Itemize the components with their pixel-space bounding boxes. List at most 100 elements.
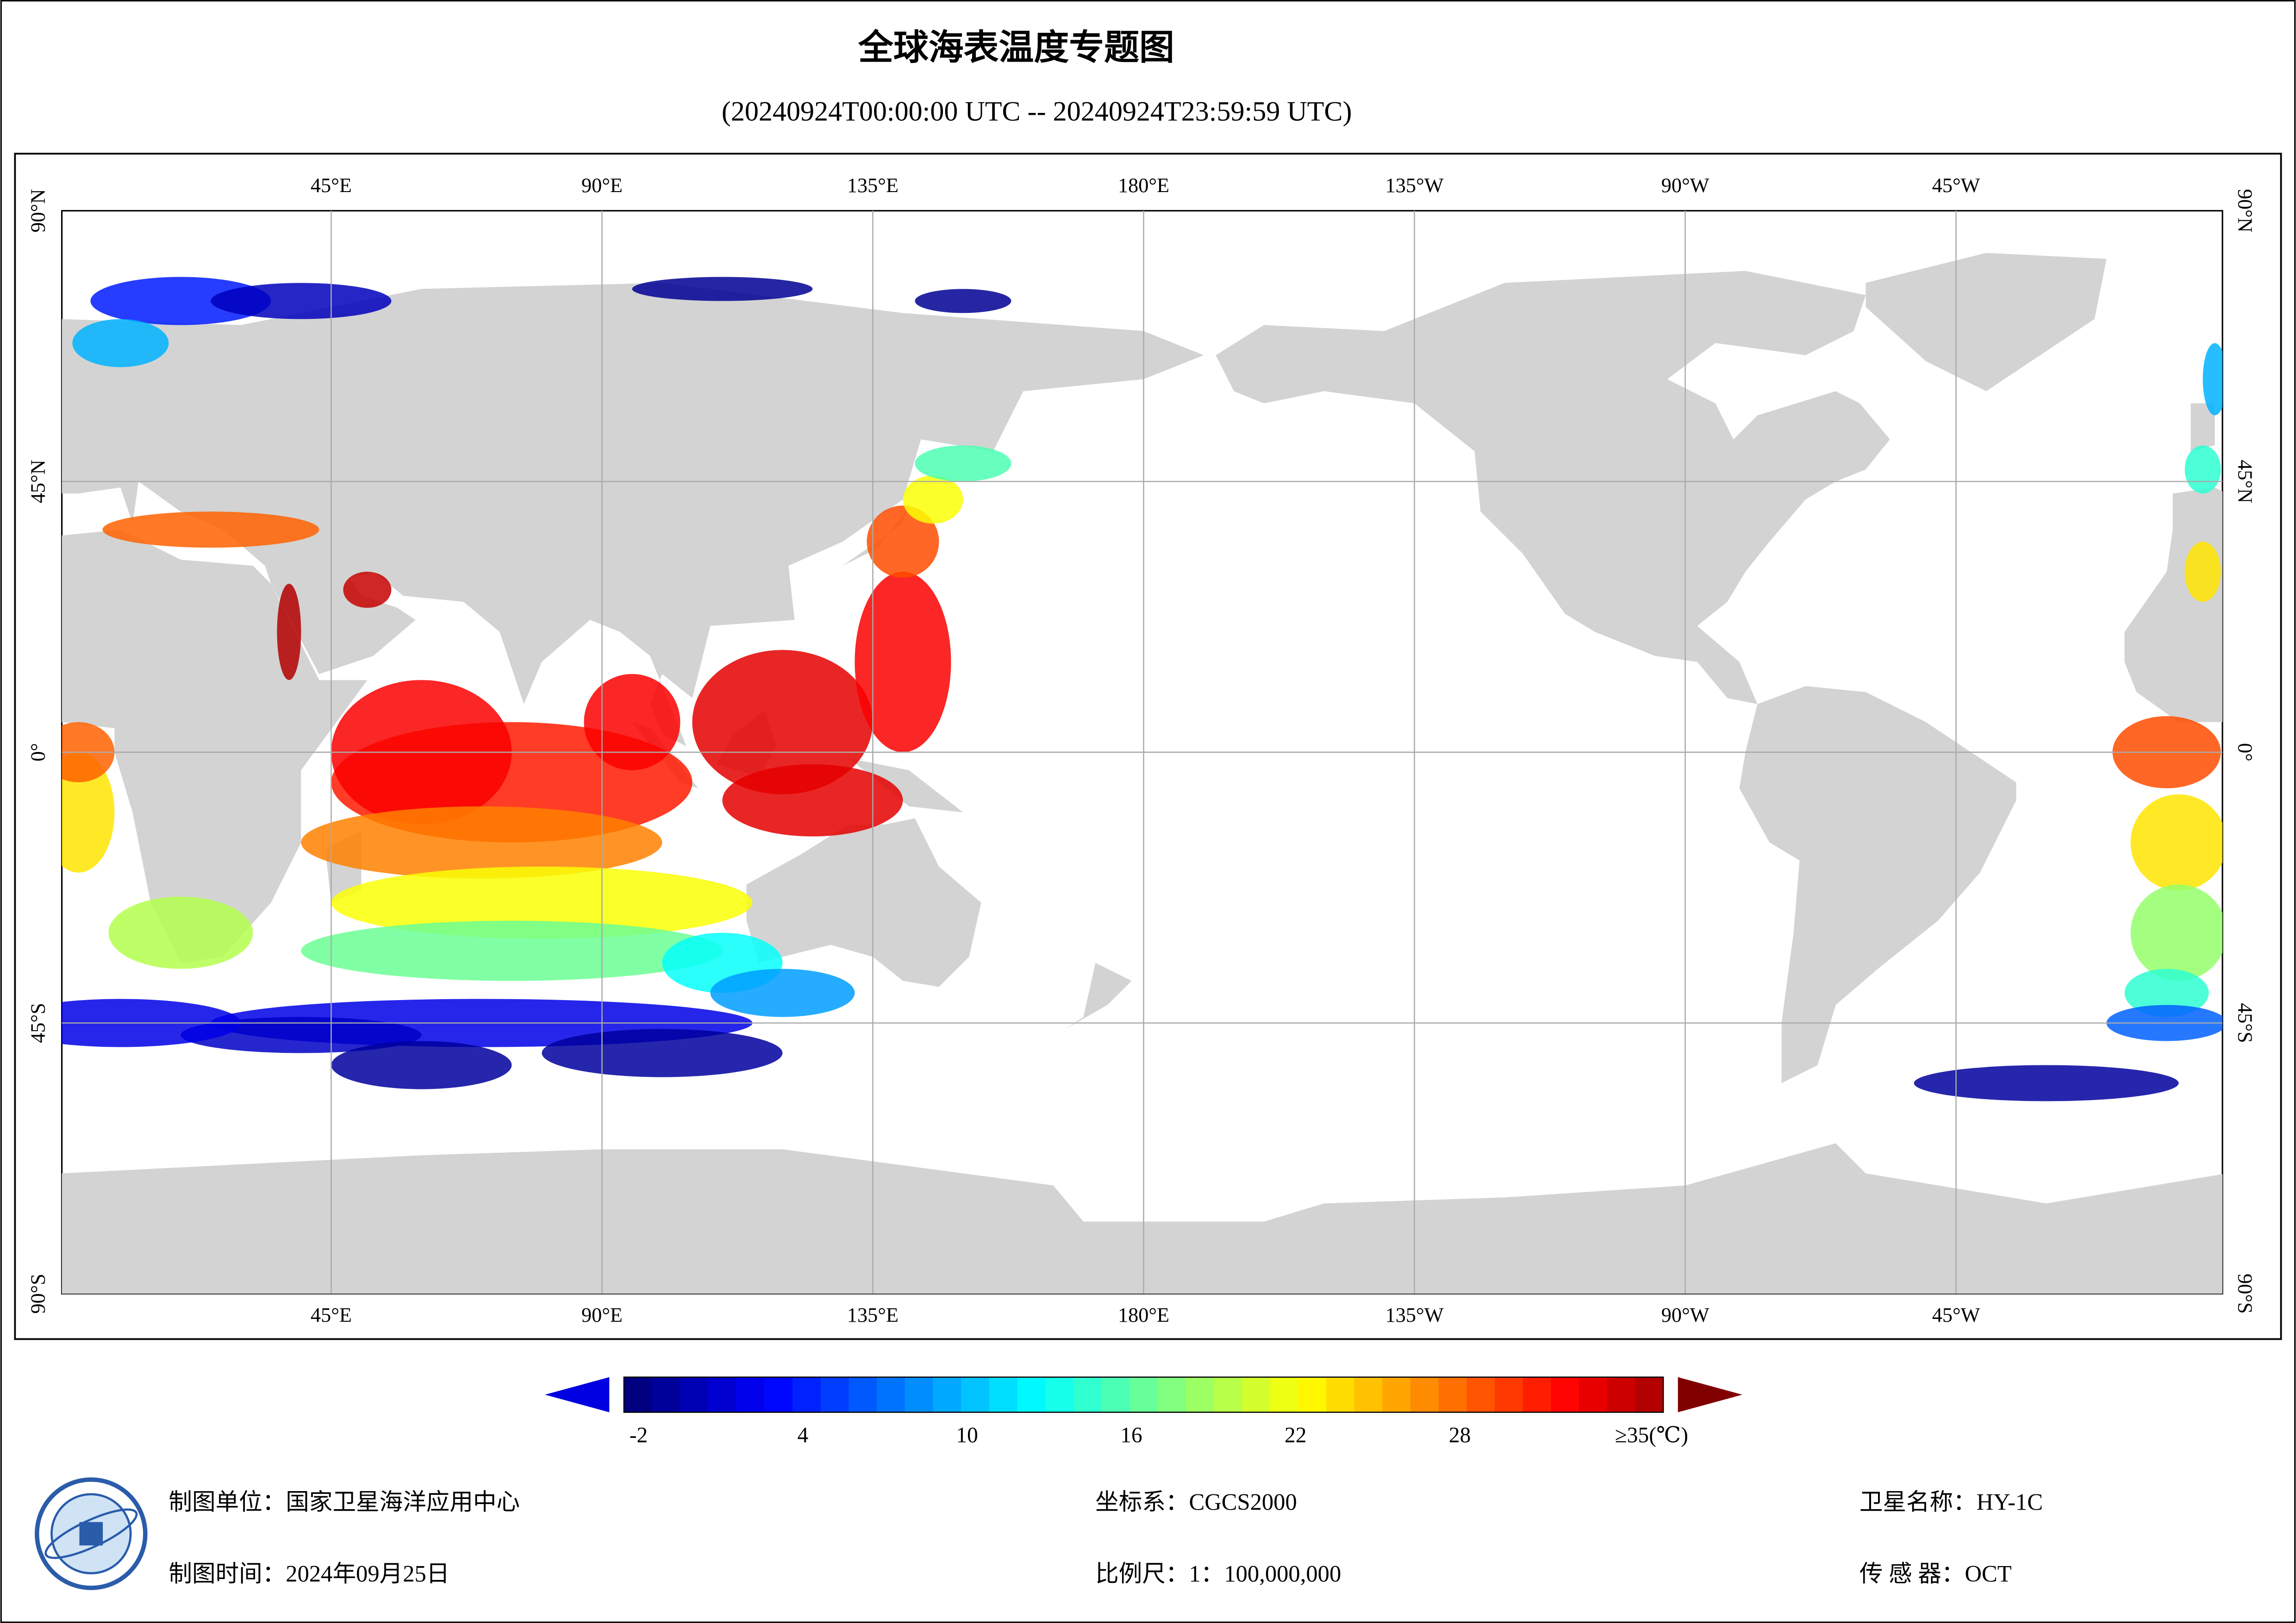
lon-label: 45°E	[311, 1304, 352, 1326]
lat-label: 45°N	[2234, 460, 2256, 503]
colorbar-step	[1382, 1377, 1411, 1412]
sst-patch	[915, 445, 1011, 482]
colorbar-tick-label: 10	[956, 1423, 978, 1447]
sst-patch	[722, 764, 903, 837]
colorbar-step	[1522, 1377, 1552, 1412]
colorbar-step	[1298, 1377, 1327, 1412]
lon-label: 135°E	[847, 174, 898, 197]
lon-label: 45°E	[311, 174, 352, 197]
colorbar-step	[1242, 1377, 1271, 1412]
lat-label: 90°N	[26, 189, 49, 232]
subtitle: (20240924T00:00:00 UTC -- 20240924T23:59…	[722, 95, 1352, 126]
lon-label: 135°E	[847, 1304, 898, 1326]
colorbar-tick-label: 4	[797, 1423, 808, 1447]
sst-patch	[301, 920, 723, 981]
colorbar-step	[1101, 1377, 1130, 1412]
sst-patch	[710, 969, 855, 1017]
lon-label: 90°W	[1661, 174, 1710, 197]
lon-label: 180°E	[1118, 174, 1169, 197]
footer-scale: 比例尺：1：100,000,000	[1095, 1561, 1341, 1586]
lon-label: 180°E	[1118, 1304, 1169, 1326]
colorbar-step	[1607, 1377, 1636, 1412]
sst-patch	[855, 572, 951, 752]
sst-patch	[211, 283, 392, 319]
colorbar-low-arrow	[545, 1377, 610, 1412]
colorbar-step	[1466, 1377, 1495, 1412]
colorbar-step	[1214, 1377, 1242, 1412]
map-frame	[14, 153, 2282, 1340]
colorbar-step	[1045, 1377, 1074, 1412]
sst-patch	[2184, 445, 2221, 494]
sst-patch	[343, 572, 392, 608]
logo	[35, 1477, 148, 1590]
sst-patch	[90, 277, 271, 325]
footer-unit: 制图单位：国家卫星海洋应用中心	[168, 1489, 520, 1515]
colorbar-step	[933, 1377, 962, 1412]
land-britain	[2190, 403, 2215, 452]
land-nz	[1065, 963, 1132, 1029]
footer-crs: 坐标系：CGCS2000	[1095, 1489, 1297, 1515]
sst-patch	[108, 896, 253, 969]
colorbar-step	[1017, 1377, 1046, 1412]
lat-label: 90°S	[26, 1274, 49, 1314]
lat-label: 90°N	[2234, 189, 2256, 232]
land-eurasia	[62, 283, 1204, 746]
colorbar-tick-label: 28	[1449, 1423, 1471, 1447]
lat-label: 90°S	[2234, 1274, 2256, 1314]
colorbar-step	[1410, 1377, 1439, 1412]
sst-patch	[277, 584, 301, 680]
colorbar-step	[1635, 1377, 1664, 1412]
colorbar-step	[849, 1377, 877, 1412]
colorbar-outline	[623, 1376, 1664, 1413]
colorbar-step	[1185, 1377, 1215, 1412]
lon-label: 90°W	[1661, 1304, 1710, 1326]
colorbar-step	[792, 1377, 821, 1412]
land-australia	[746, 818, 981, 987]
colorbar-step	[708, 1377, 737, 1412]
sst-patch	[2130, 794, 2223, 891]
sst-patch	[2130, 884, 2223, 981]
sst-patch	[632, 277, 813, 301]
footer-satellite: 卫星名称：HY-1C	[1859, 1489, 2043, 1515]
colorbar-step	[1551, 1377, 1580, 1412]
sst-patch	[915, 289, 1011, 313]
sst-patch	[584, 674, 680, 771]
title: 全球海表温度专题图	[858, 27, 1174, 68]
colorbar-step	[989, 1377, 1018, 1412]
sst-patch	[331, 866, 753, 939]
sst-patch	[2202, 343, 2223, 416]
land-samerica	[1739, 686, 2016, 1083]
colorbar-tick-label: -2	[630, 1423, 648, 1447]
sst-patch	[542, 1029, 783, 1077]
colorbar-step	[652, 1377, 681, 1412]
colorbar-step	[877, 1377, 905, 1412]
colorbar-step	[1129, 1377, 1158, 1412]
colorbar-step	[905, 1377, 934, 1412]
lon-label: 90°E	[581, 1304, 623, 1326]
colorbar-step	[1270, 1377, 1299, 1412]
lat-label: 0°	[26, 743, 49, 762]
lon-label: 135°W	[1385, 1304, 1444, 1326]
sst-patch	[72, 319, 169, 367]
lon-label: 45°W	[1932, 1304, 1980, 1326]
lon-label: 45°W	[1932, 174, 1980, 197]
graticule: 45°E 45°E 90°E 90°E 135°E 135°E 180°E 180°E 135°…	[26, 174, 2256, 1326]
colorbar-step	[680, 1377, 709, 1412]
land-newguinea	[849, 758, 963, 813]
colorbar-step	[624, 1377, 653, 1412]
lat-label: 45°S	[2234, 1003, 2256, 1043]
colorbar-step	[1438, 1377, 1467, 1412]
sst-patch	[1914, 1065, 2179, 1101]
colorbar-step	[1073, 1377, 1102, 1412]
sst-patch	[692, 650, 873, 795]
sst-patch	[331, 1041, 512, 1089]
land-namerica	[1216, 271, 1890, 704]
sst-patch	[903, 475, 963, 524]
lat-label: 45°S	[26, 1003, 49, 1043]
colorbar: -2 4 10 16 22 28 ≥35(℃)	[545, 1376, 1742, 1447]
sst-patch	[102, 511, 319, 548]
colorbar-step	[1354, 1377, 1383, 1412]
colorbar-step	[1495, 1377, 1523, 1412]
sst-patch	[301, 806, 662, 879]
